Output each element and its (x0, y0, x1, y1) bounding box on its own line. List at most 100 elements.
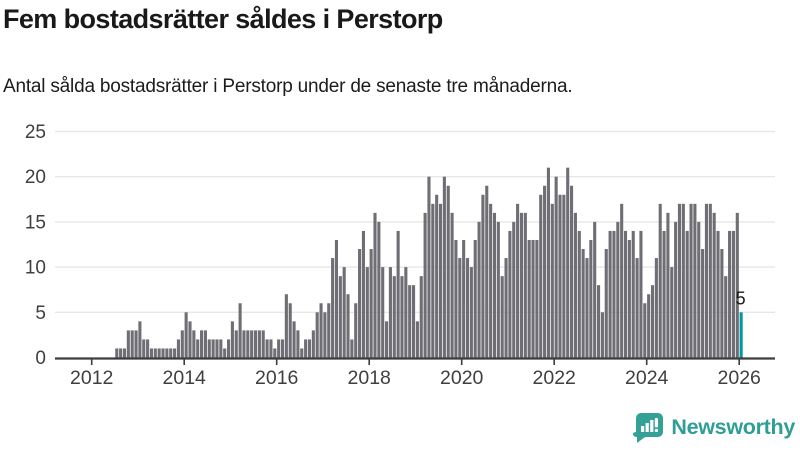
bar (731, 230, 735, 358)
bar (408, 285, 412, 358)
bar (165, 348, 169, 358)
y-tick-label-5: 5 (35, 303, 46, 324)
bar (284, 294, 288, 358)
bar (315, 312, 319, 358)
bar (296, 330, 300, 358)
bar (404, 267, 408, 358)
bar (257, 330, 261, 358)
chart-subtitle: Antal sålda bostadsrätter i Perstorp und… (3, 76, 573, 97)
icon-exclamation-stem (655, 417, 659, 427)
bar (650, 285, 655, 358)
bar (573, 212, 577, 358)
bar (735, 212, 739, 358)
bar (331, 258, 335, 358)
bar (612, 230, 616, 358)
y-tick-label-20: 20 (25, 167, 46, 188)
bar (265, 339, 269, 358)
bar (385, 321, 389, 358)
bar (173, 348, 177, 358)
bar (354, 303, 358, 358)
bar (504, 258, 508, 358)
bar (500, 276, 504, 358)
bar (697, 221, 701, 358)
bar (712, 212, 716, 358)
bar (334, 239, 339, 358)
bar (211, 339, 215, 358)
bar (157, 348, 161, 358)
bar (458, 258, 462, 358)
bar (115, 348, 119, 358)
x-tick-label-2020: 2020 (440, 367, 484, 389)
bar (273, 348, 277, 358)
bar (250, 330, 254, 358)
bar (527, 239, 531, 358)
bar (269, 339, 273, 358)
bar (566, 167, 570, 358)
bar (616, 221, 620, 358)
bar (465, 258, 470, 358)
newsworthy-logo: Newsworthy (633, 409, 795, 445)
bar (677, 203, 682, 358)
bar (358, 249, 362, 358)
bar (539, 194, 543, 358)
bar (311, 330, 315, 358)
bar (570, 185, 574, 358)
bar (681, 203, 685, 358)
x-tick-label-2026: 2026 (718, 367, 761, 389)
bar (304, 339, 308, 358)
bar (350, 339, 354, 358)
bar (519, 212, 524, 358)
bar (492, 212, 497, 358)
icon-bar-3 (650, 419, 654, 432)
bar (516, 203, 520, 358)
bar (462, 239, 466, 358)
bar (242, 330, 246, 358)
bar (666, 212, 670, 358)
x-tick-label-2018: 2018 (348, 367, 391, 389)
x-tick-label-2022: 2022 (533, 367, 576, 389)
bar (631, 230, 635, 358)
bar (419, 276, 423, 358)
bar (392, 276, 396, 358)
newsworthy-wordmark: Newsworthy (671, 414, 795, 439)
bar (365, 267, 369, 358)
bar (593, 221, 597, 358)
bar (454, 239, 458, 358)
newsworthy-speech-bubble-bar-chart-icon (633, 412, 664, 443)
bar (543, 185, 547, 358)
bar (597, 285, 601, 358)
bar (234, 330, 238, 358)
bar (489, 203, 493, 358)
bar (146, 339, 150, 358)
bar (658, 203, 662, 358)
bar (149, 348, 154, 358)
bar (720, 249, 724, 358)
bar (261, 330, 265, 358)
bar (442, 176, 446, 358)
bar (435, 194, 439, 358)
y-tick-label-10: 10 (25, 258, 46, 279)
bar (608, 230, 612, 358)
bar (188, 321, 192, 358)
bar (662, 230, 666, 358)
bar (346, 294, 350, 358)
bar (558, 194, 562, 358)
bar (512, 221, 516, 358)
bar (277, 339, 281, 358)
bar (728, 230, 732, 358)
bar (535, 239, 539, 358)
bar (412, 285, 416, 358)
bar (327, 303, 331, 358)
bar (134, 330, 138, 358)
bar (446, 185, 450, 358)
bar (288, 303, 292, 358)
bar (227, 339, 231, 358)
bar (223, 348, 227, 358)
bar (604, 249, 608, 358)
bar (400, 276, 404, 358)
bar (200, 330, 204, 358)
bar (654, 258, 658, 358)
bar (415, 321, 419, 358)
bar (589, 239, 593, 358)
